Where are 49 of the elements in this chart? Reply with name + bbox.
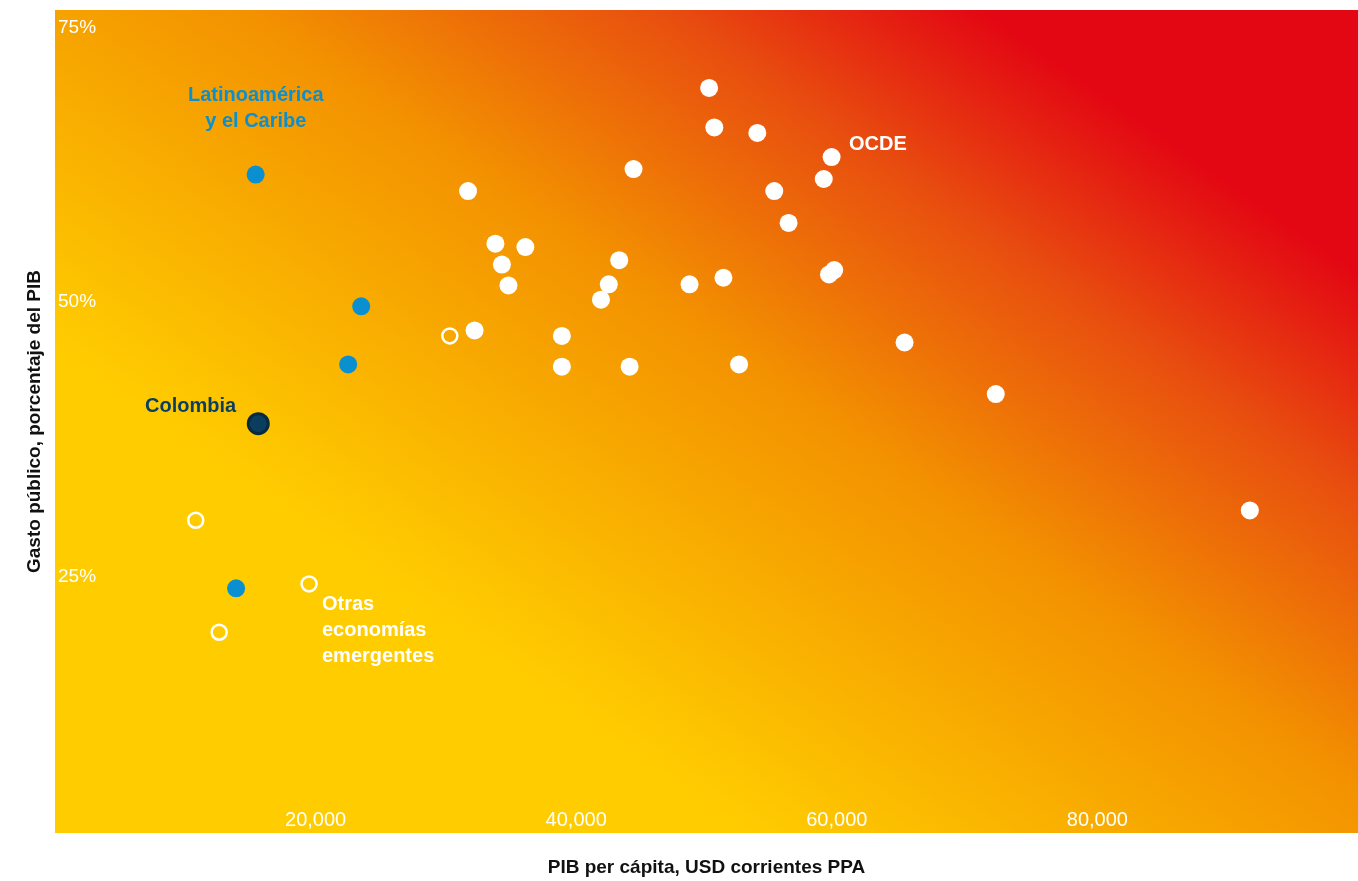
point — [610, 251, 629, 270]
point — [714, 268, 733, 287]
series-label: Colombia — [145, 394, 237, 416]
point — [210, 623, 228, 641]
x-tick-label: 20,000 — [285, 808, 347, 830]
point — [552, 326, 571, 345]
point — [624, 160, 643, 179]
point — [227, 579, 246, 598]
point — [465, 321, 484, 340]
x-tick-label: 80,000 — [1066, 808, 1128, 830]
point — [748, 123, 767, 142]
x-tick-label: 60,000 — [806, 808, 868, 830]
y-tick-label: 75% — [58, 16, 97, 38]
point — [895, 333, 914, 352]
point — [1240, 501, 1259, 520]
point — [705, 118, 724, 137]
y-axis-title: Gasto público, porcentaje del PIB — [22, 270, 44, 573]
point — [779, 213, 798, 232]
point — [492, 255, 511, 274]
point — [516, 238, 535, 257]
series-label: Otras economías emergentes — [322, 592, 435, 666]
point — [680, 275, 699, 294]
point — [339, 355, 358, 374]
point — [825, 261, 844, 280]
point — [441, 327, 459, 345]
y-tick-label: 25% — [58, 564, 97, 586]
point — [352, 297, 371, 316]
point — [765, 182, 784, 201]
point — [486, 234, 505, 253]
x-tick-label: 40,000 — [545, 808, 607, 830]
point — [814, 169, 833, 188]
y-tick-label: 50% — [58, 290, 97, 312]
point — [246, 165, 265, 184]
point — [599, 275, 618, 294]
series-label: OCDE — [849, 132, 907, 154]
point — [620, 357, 639, 376]
point — [246, 412, 270, 436]
text: Latinoamérica y el Caribe — [188, 83, 325, 131]
point — [459, 182, 478, 201]
point — [591, 290, 610, 309]
point — [499, 276, 518, 295]
point — [986, 385, 1005, 404]
point — [700, 78, 719, 97]
point — [552, 357, 571, 376]
x-axis-title: PIB per cápita, USD corrientes PPA — [547, 855, 866, 877]
point — [822, 148, 841, 167]
point — [730, 355, 749, 374]
point — [300, 575, 318, 593]
point — [186, 511, 205, 529]
